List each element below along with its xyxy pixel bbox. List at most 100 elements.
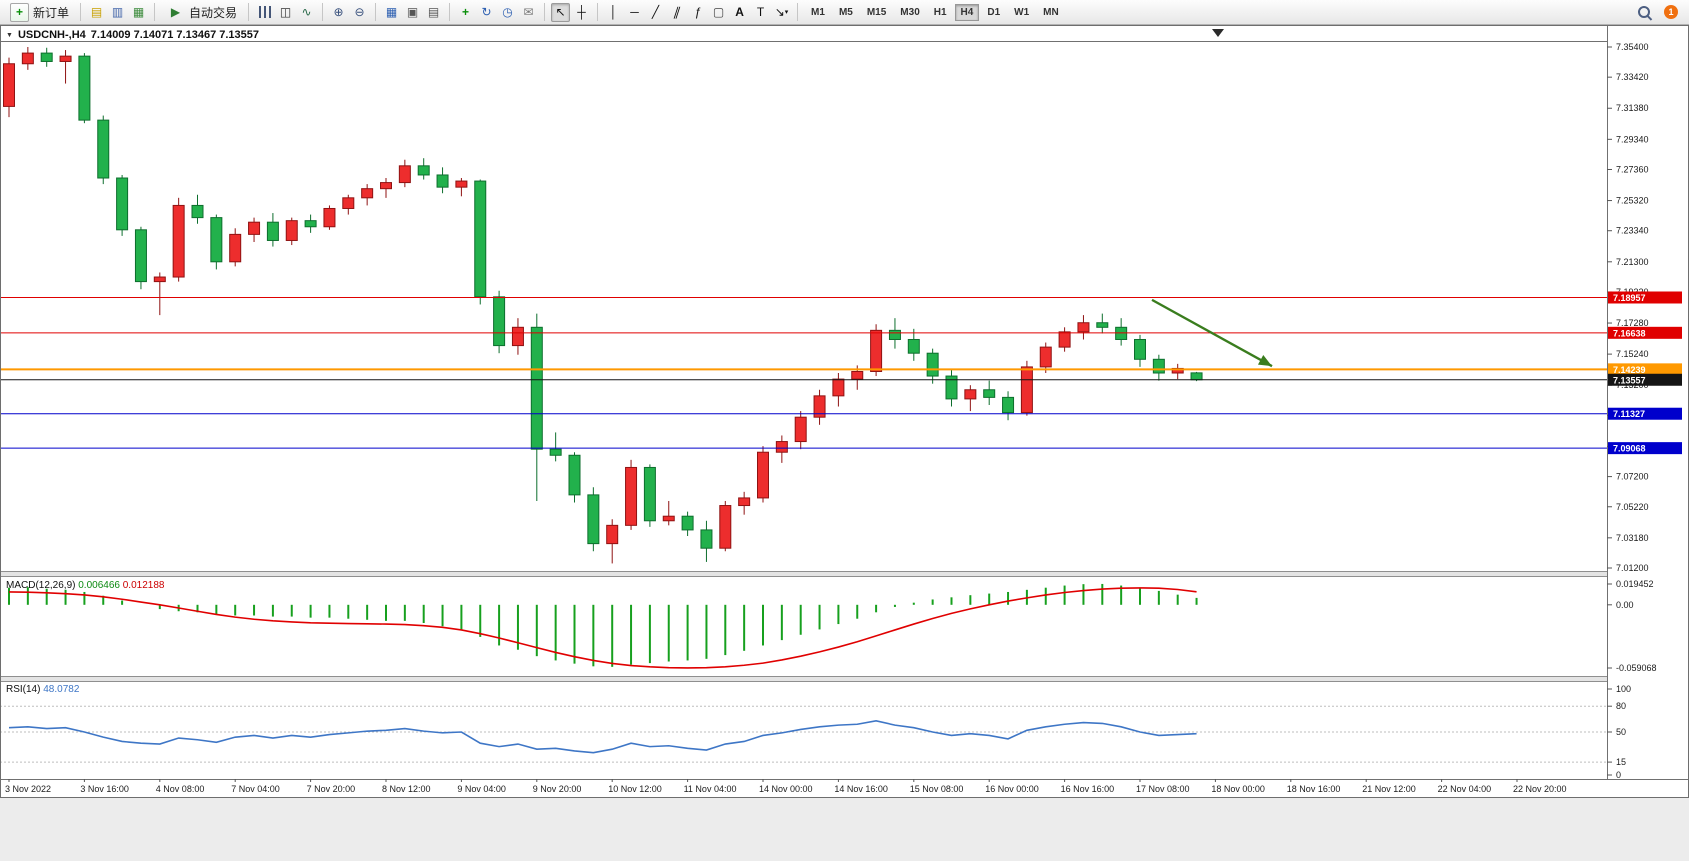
- candle: [210, 214, 223, 270]
- timeframe-d1[interactable]: D1: [987, 6, 1001, 18]
- candle: [738, 491, 751, 515]
- trendline-tool-icon[interactable]: ╱: [651, 4, 660, 19]
- tile-windows-icon[interactable]: ▣: [406, 4, 419, 19]
- price-tick-label: 7.11220: [1616, 410, 1648, 420]
- price-level-label: 7.16638: [1608, 326, 1682, 339]
- label-tool-icon[interactable]: T: [756, 4, 765, 19]
- candle: [700, 520, 713, 562]
- channel-tool-icon[interactable]: ∥: [671, 4, 682, 19]
- timeframe-toolbar: M1 M5 M15 M30 H1 H4 D1 W1 MN: [804, 3, 1066, 21]
- candle: [398, 159, 411, 188]
- candle: [248, 217, 261, 242]
- cursor-tool-icon[interactable]: ↖: [551, 2, 571, 22]
- bar-chart-icon[interactable]: [255, 3, 274, 22]
- auto-trading-icon: ▶: [170, 4, 181, 19]
- toolbar-separator: [797, 3, 799, 21]
- navigator-icon[interactable]: ▥: [111, 4, 124, 19]
- pane-separator[interactable]: [0, 571, 1689, 577]
- grid-icon[interactable]: ▦: [385, 4, 398, 19]
- vertical-line-tool-icon[interactable]: │: [609, 4, 618, 19]
- refresh-icon[interactable]: ↻: [481, 4, 492, 19]
- time-tick-label: 15 Nov 08:00: [910, 784, 964, 794]
- pane-separator[interactable]: [0, 676, 1689, 682]
- horizontal-line-tool-icon[interactable]: ─: [630, 4, 639, 19]
- timeframe-m1[interactable]: M1: [811, 6, 825, 18]
- notification-badge[interactable]: 1: [1664, 5, 1678, 19]
- price-tick-label: 7.33420: [1616, 72, 1649, 82]
- price-tick-label: 7.01200: [1616, 563, 1649, 573]
- timeframe-m15[interactable]: M15: [866, 6, 887, 18]
- macd-header: MACD(12,26,9) 0.006466 0.012188: [6, 580, 164, 591]
- arrows-tool-icon[interactable]: ↘ ▾: [774, 4, 789, 19]
- time-tick-label: 22 Nov 20:00: [1513, 784, 1567, 794]
- cascade-windows-icon[interactable]: ▤: [427, 4, 440, 19]
- toolbar-separator: [375, 3, 377, 21]
- svg-text:7.09068: 7.09068: [1613, 444, 1646, 454]
- new-order-label: 新订单: [33, 5, 70, 20]
- candlestick-chart-icon[interactable]: ◫: [279, 4, 292, 19]
- level-lines-layer: [0, 296, 1607, 449]
- candle: [1039, 342, 1052, 374]
- candle: [229, 228, 242, 267]
- new-chart-icon[interactable]: +: [462, 4, 470, 19]
- timeframe-w1[interactable]: W1: [1014, 6, 1030, 18]
- price-level-label: 7.09068: [1608, 442, 1682, 455]
- new-order-button[interactable]: + 新订单: [5, 1, 74, 24]
- time-tick-label: 16 Nov 16:00: [1061, 784, 1115, 794]
- macd-indicator: [8, 583, 1198, 669]
- auto-trading-button[interactable]: ▶ 自动交易: [161, 1, 242, 24]
- candle: [78, 53, 91, 124]
- candle: [1096, 313, 1109, 334]
- candle: [172, 197, 185, 282]
- chart-shift-marker[interactable]: [1212, 29, 1224, 37]
- macd-scale-label: -0.059068: [1616, 663, 1657, 673]
- candle: [625, 459, 638, 530]
- candle: [361, 184, 374, 206]
- zoom-out-icon[interactable]: ⊖: [354, 4, 365, 19]
- candle: [1115, 318, 1128, 346]
- svg-text:7.11327: 7.11327: [1613, 409, 1645, 419]
- rsi-title: RSI(14): [6, 684, 41, 695]
- timeframe-mn[interactable]: MN: [1043, 6, 1059, 18]
- candle: [153, 272, 166, 316]
- clock-icon[interactable]: ◷: [502, 4, 513, 19]
- candle: [342, 194, 355, 215]
- time-tick-label: 7 Nov 04:00: [231, 784, 280, 794]
- text-tool-icon[interactable]: A: [735, 4, 744, 19]
- candle: [888, 318, 901, 349]
- price-tick-label: 7.07200: [1616, 472, 1649, 482]
- candle: [681, 511, 694, 537]
- candle: [643, 464, 656, 527]
- terminal-icon[interactable]: ▦: [132, 4, 145, 19]
- candle: [59, 50, 72, 84]
- price-axis[interactable]: 7.35400 7.33420 7.31380 7.29340 7.27360 7.253…: [1607, 26, 1689, 780]
- market-watch-icon[interactable]: ▤: [90, 4, 103, 19]
- toolbar-separator: [597, 3, 599, 21]
- svg-text:7.13557: 7.13557: [1613, 375, 1646, 385]
- mail-icon[interactable]: ✉: [523, 4, 534, 19]
- rsi-header: RSI(14) 48.0782: [6, 684, 79, 695]
- zoom-in-icon[interactable]: ⊕: [333, 4, 344, 19]
- shapes-tool-icon[interactable]: ▢: [712, 4, 725, 19]
- time-axis[interactable]: 3 Nov 2022 3 Nov 16:00 4 Nov 08:00 7 Nov 04…: [0, 779, 1689, 797]
- timeframe-m30[interactable]: M30: [900, 6, 920, 18]
- candle: [455, 178, 468, 197]
- timeframe-h1[interactable]: H1: [933, 6, 947, 18]
- chart-dropdown-icon[interactable]: ▼: [6, 31, 13, 39]
- candle: [417, 158, 430, 180]
- crosshair-tool-icon[interactable]: ┼: [577, 4, 586, 19]
- rsi-scale-label: 100: [1616, 684, 1631, 694]
- time-tick-label: 21 Nov 12:00: [1362, 784, 1416, 794]
- fibonacci-tool-icon[interactable]: ƒ: [694, 4, 701, 19]
- candle: [964, 385, 977, 412]
- candle: [116, 174, 129, 236]
- timeframe-m5[interactable]: M5: [838, 6, 853, 18]
- timeframe-h4[interactable]: H4: [954, 3, 980, 21]
- line-chart-icon[interactable]: ∿: [301, 4, 312, 19]
- price-tick-label: 7.13200: [1616, 380, 1649, 390]
- trend-arrow-object[interactable]: [1151, 298, 1273, 368]
- search-icon[interactable]: [1637, 5, 1652, 20]
- main-toolbar: + 新订单 ▤ ▥ ▦ ▶ 自动交易 ◫ ∿ ⊕ ⊖ ▦ ▣ ▤ + ↻ ◷ ✉…: [0, 0, 1689, 25]
- rsi-indicator: [0, 705, 1607, 763]
